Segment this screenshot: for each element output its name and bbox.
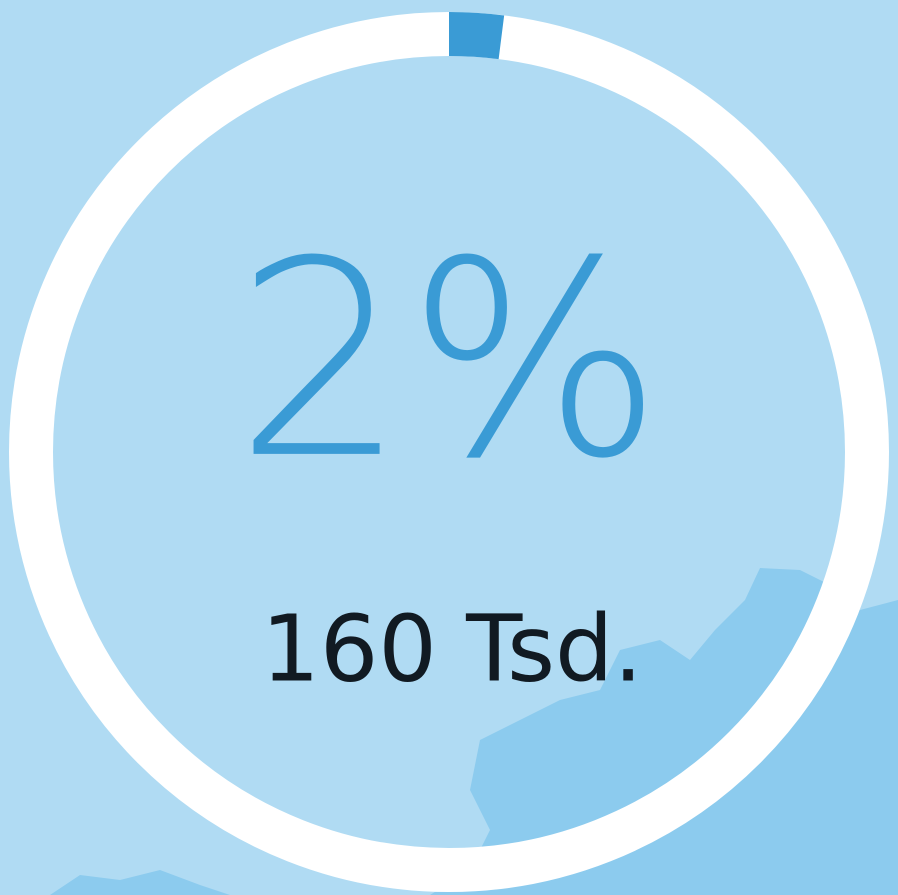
ring-arc bbox=[448, 12, 505, 60]
value-label: 2% bbox=[235, 203, 663, 518]
ring bbox=[9, 12, 889, 892]
map-shape bbox=[430, 568, 898, 895]
map-shape bbox=[50, 870, 230, 895]
annotation: 160 Tsd. bbox=[261, 595, 642, 702]
